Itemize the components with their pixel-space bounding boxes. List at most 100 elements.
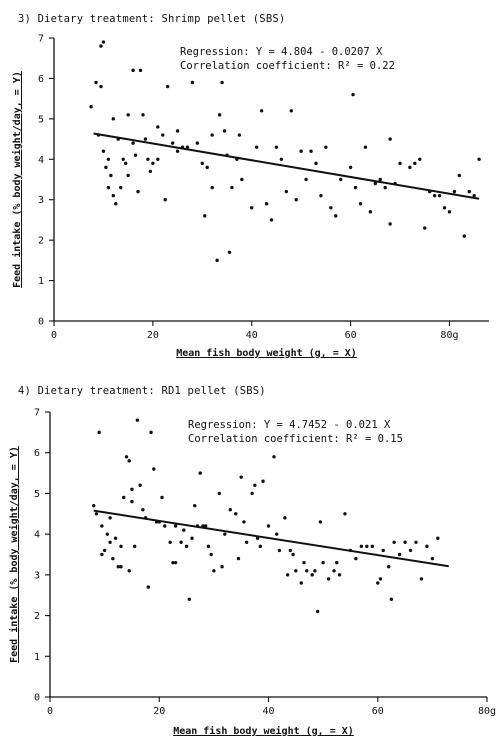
chart-1-data-point (388, 137, 392, 141)
chart-1-data-point (329, 206, 333, 210)
chart-1-data-point (467, 189, 471, 194)
chart-1-data-point (101, 149, 106, 153)
chart-1-data-point (138, 68, 143, 73)
chart-1-data-point (156, 157, 160, 161)
chart-1-annotation: Correlation coefficient: R² = 0.22 (180, 60, 395, 72)
chart-2-data-point (135, 418, 140, 422)
chart-2-data-point (389, 597, 394, 601)
chart-1-data-point (477, 157, 481, 161)
chart-1-data-point (462, 234, 466, 238)
chart-1-x-tick-label: 20 (147, 330, 159, 341)
chart-1-data-point (309, 149, 313, 153)
chart-2-data-point (381, 548, 385, 553)
chart-1-data-point (413, 161, 417, 166)
chart-2-data-point (127, 569, 131, 573)
chart-1-y-tick-label: 3 (38, 195, 44, 206)
chart-1-data-point (279, 157, 284, 161)
chart-2-data-point (108, 540, 112, 544)
chart-1-data-point (237, 133, 242, 137)
chart-2-data-point (182, 528, 186, 532)
chart-1-data-point (353, 185, 358, 190)
chart-2-y-tick-label: 2 (34, 611, 40, 622)
chart-1-data-point (106, 157, 111, 161)
chart-2-data-point (285, 573, 290, 577)
chart-2-data-point (119, 544, 123, 549)
chart-1-data-point (210, 185, 214, 190)
chart-1-data-point (437, 193, 442, 198)
chart-1-data-point (165, 84, 170, 89)
chart-2-data-point (244, 540, 249, 544)
chart-2-data-point (130, 487, 134, 492)
chart-1-y-axis-label: Feed intake (% body weight/day, = Y) (11, 71, 23, 288)
chart-1-data-point (314, 161, 318, 166)
chart-1-data-point (146, 157, 150, 161)
chart-2-data-point (173, 560, 178, 565)
chart-2-data-point (138, 483, 142, 487)
chart-2-data-point (212, 569, 216, 573)
chart-1-data-point (289, 109, 293, 113)
chart-1-data-point (264, 202, 269, 206)
chart-2-data-point (239, 475, 243, 479)
chart-2-data-point (386, 565, 391, 569)
chart-2-data-point (190, 536, 194, 540)
chart-2-data-point (302, 560, 306, 565)
chart-2-x-axis-label: Mean fish body weight (g, = X) (173, 725, 354, 737)
chart-1-y-tick-label: 4 (38, 155, 44, 166)
chart-1-data-point (472, 193, 476, 198)
chart-2-y-axis-label: Feed intake (% body weight/day, = Y) (8, 446, 20, 663)
chart-1-data-point (126, 173, 130, 178)
chart-2-data-point (97, 430, 101, 435)
chart-1-data-point (388, 222, 392, 226)
chart-2-data-point (116, 565, 120, 569)
chart-1-data-point (99, 44, 103, 48)
chart-1-data-point (378, 177, 382, 182)
chart-2-data-point (436, 536, 440, 540)
chart-2-data-point (179, 540, 183, 544)
chart-2-y-tick-label: 5 (34, 489, 40, 500)
chart-1-y-tick-label: 1 (38, 276, 44, 287)
chart-2-data-point (119, 565, 123, 569)
chart-1-data-point (363, 145, 368, 149)
chart-1-data-point (423, 226, 427, 230)
chart-2-data-point (94, 512, 99, 516)
chart-1-data-point (348, 165, 353, 170)
chart-1-data-point (104, 165, 108, 170)
chart-1-data-point (284, 189, 289, 194)
chart-1-data-point (368, 210, 373, 214)
chart-1-data-point (250, 206, 254, 210)
chart-1-data-point (210, 133, 214, 137)
chart-2-data-point (305, 569, 309, 573)
chart-2-data-point (236, 556, 241, 561)
chart-2-data-point (315, 609, 320, 614)
chart-1-y-tick-label: 5 (38, 114, 44, 125)
chart-2-data-point (100, 552, 104, 557)
chart-2-data-point (326, 577, 331, 581)
chart-2-data-point (184, 544, 189, 549)
chart-2-data-point (250, 491, 254, 496)
chart-1-data-point (222, 129, 227, 133)
chart-1-data-point (383, 185, 387, 190)
chart-1-data-point (185, 145, 190, 149)
chart-2-data-point (163, 524, 167, 528)
chart-1-data-point (339, 177, 343, 182)
chart-1-data-point (136, 189, 140, 194)
chart-1-x-tick-label: 40 (246, 330, 258, 341)
chart-1-data-point (254, 145, 259, 149)
chart-1-data-point (442, 206, 447, 210)
chart-1-data-point (217, 113, 222, 117)
chart-2-data-point (122, 495, 126, 500)
chart-1-data-point (106, 185, 111, 190)
chart-1: 0 1 2 3 4 5 6 7 0 20 40 60 80g Mean fish body weight … (11, 34, 489, 359)
chart-2-y-tick-label: 6 (34, 448, 40, 459)
chart-1-data-point (94, 80, 98, 85)
chart-1-data-point (126, 113, 130, 117)
chart-2-data-point (425, 544, 429, 549)
chart-2-data-point (253, 483, 257, 487)
chart-1-data-point (99, 84, 103, 89)
chart-1-data-point (203, 214, 207, 218)
chart-2-title: 4) Dietary treatment: RD1 pellet (SBS) (18, 385, 266, 397)
chart-2-data-point (168, 540, 172, 544)
chart-1-x-tick-label: 0 (51, 330, 57, 341)
chart-2-x-tick-label: 40 (262, 706, 274, 717)
chart-1-title: 3) Dietary treatment: Shrimp pellet (SBS… (18, 13, 286, 25)
